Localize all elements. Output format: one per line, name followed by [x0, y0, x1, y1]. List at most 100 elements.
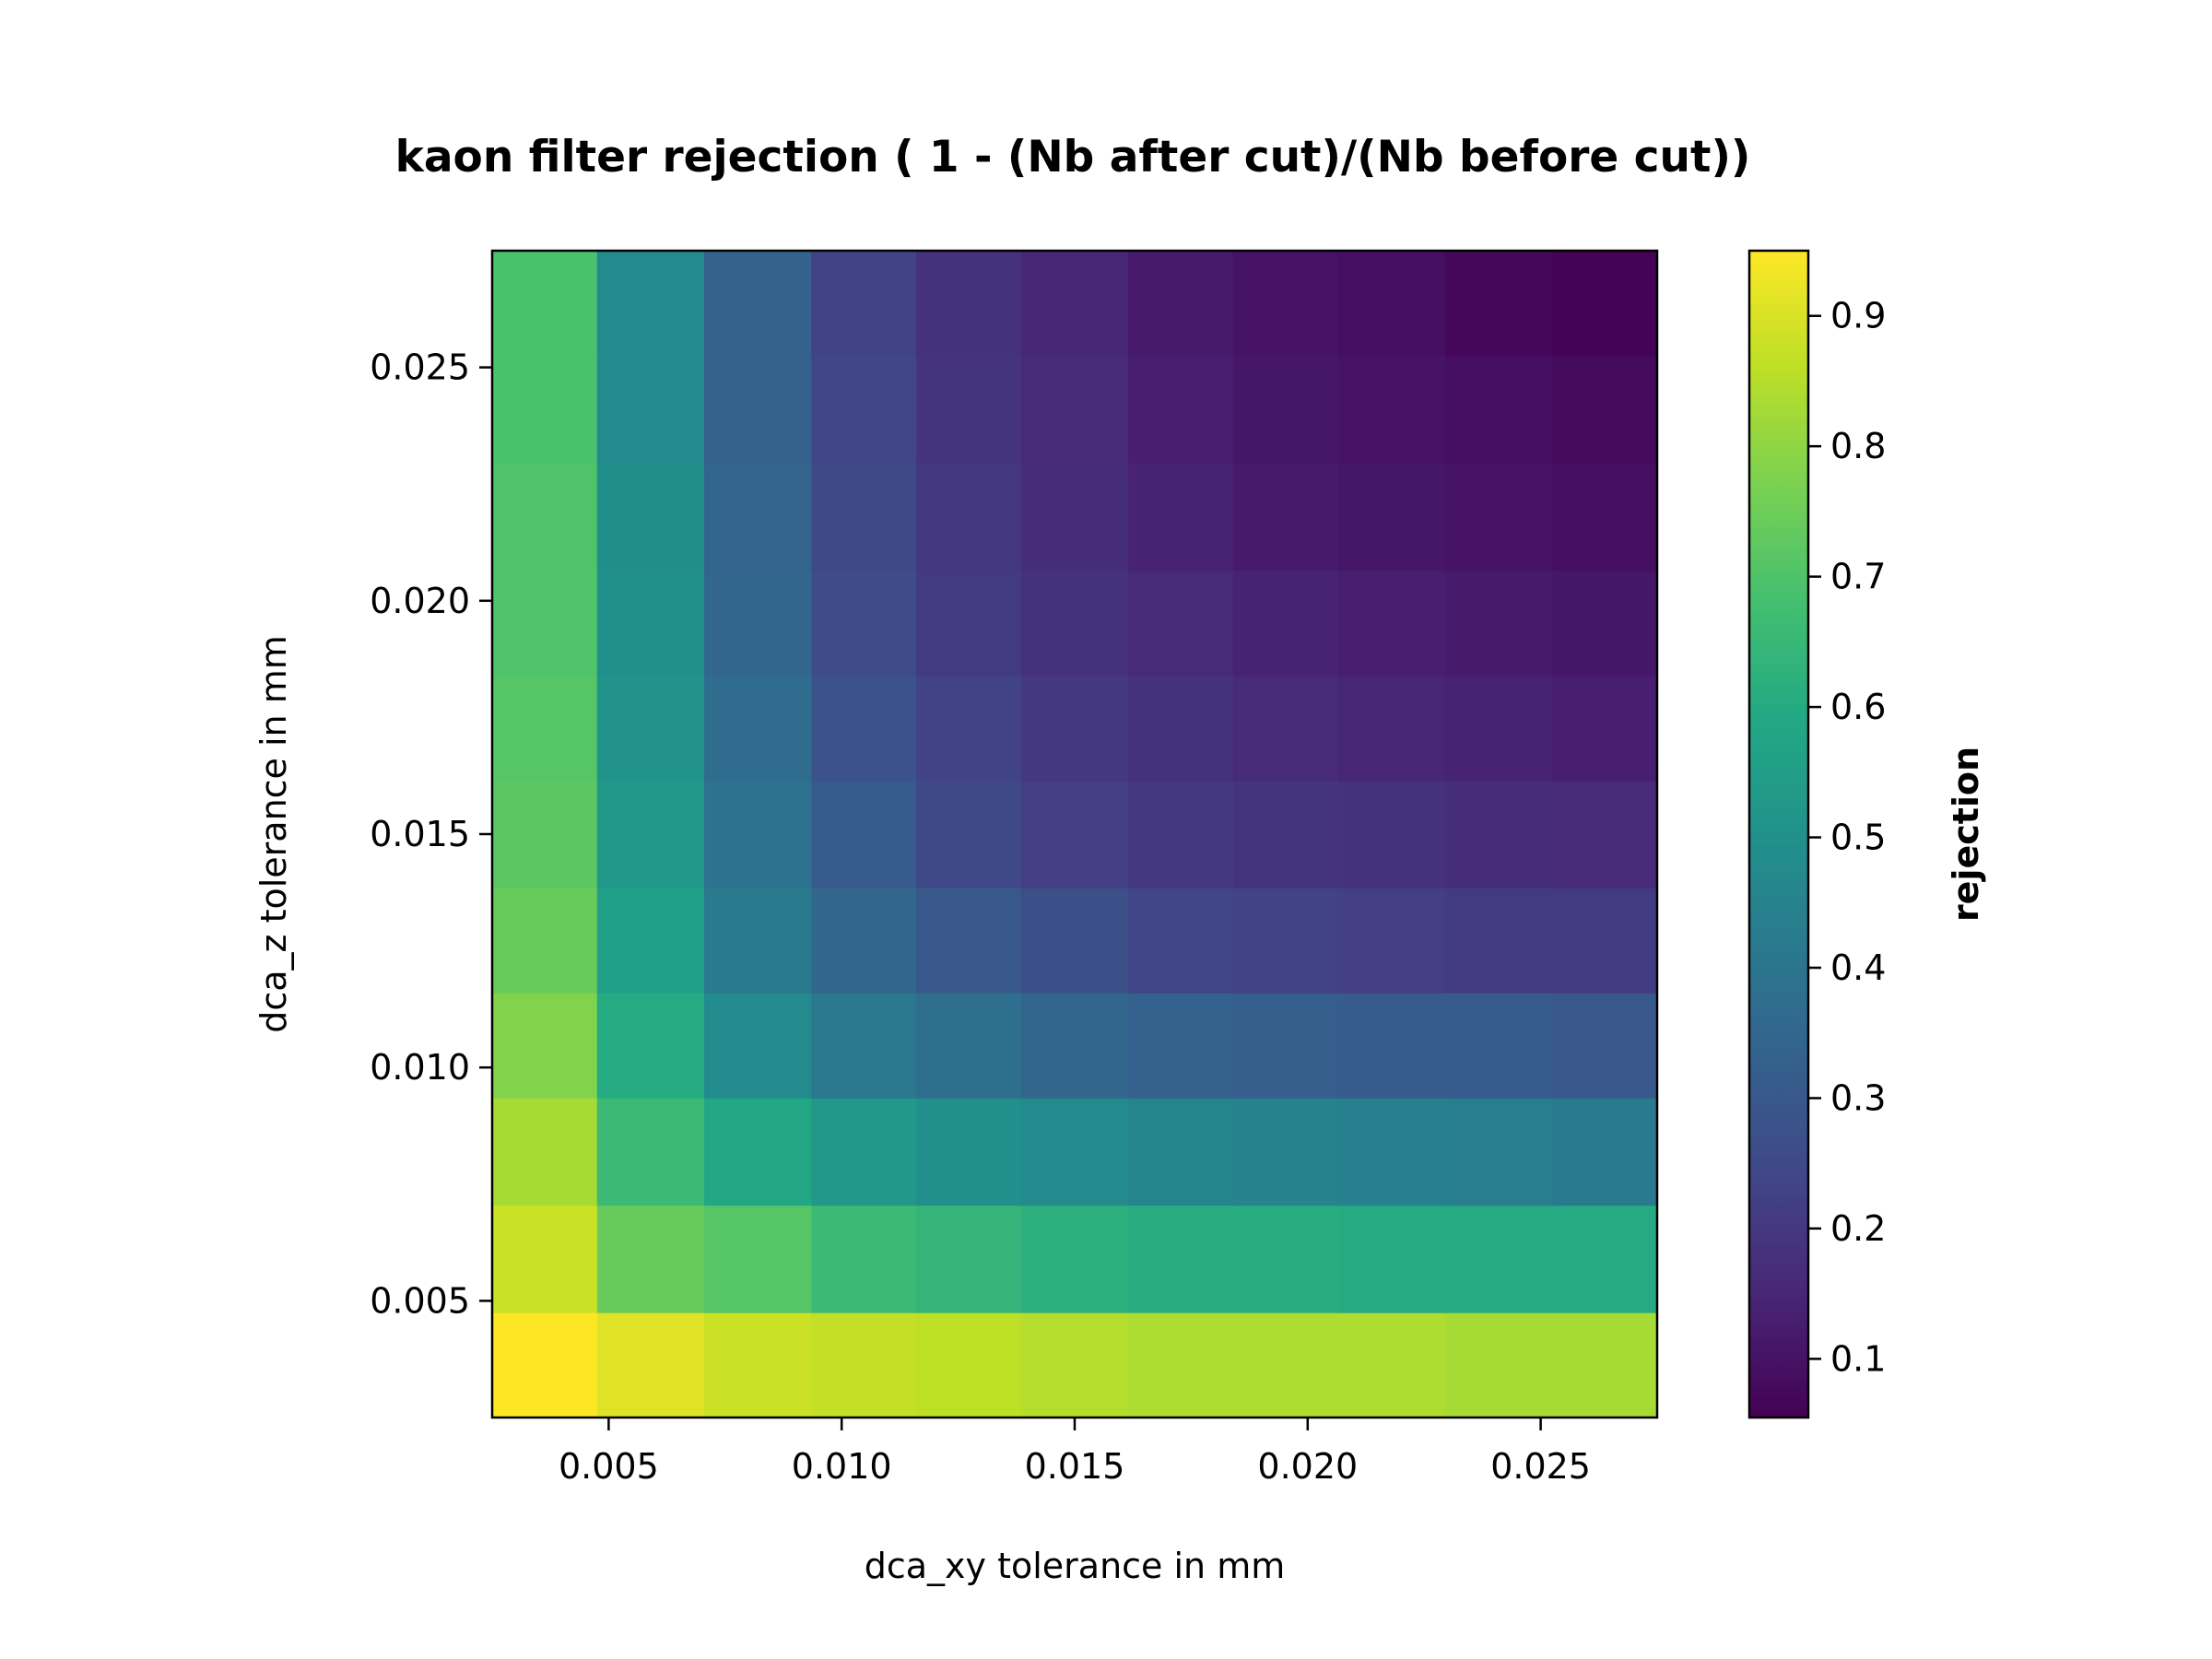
heatmap-cell — [811, 570, 917, 677]
heatmap-cell — [704, 463, 812, 571]
heatmap-cell — [1232, 993, 1339, 1099]
heatmap-cell — [492, 1312, 598, 1418]
heatmap-cell — [596, 570, 705, 677]
heatmap-cell — [1444, 993, 1553, 1099]
heatmap-cell — [916, 1205, 1022, 1313]
heatmap-cell — [1337, 463, 1446, 571]
heatmap-cell — [492, 780, 598, 888]
heatmap-cell — [1232, 780, 1339, 888]
heatmap-cell — [1128, 888, 1234, 994]
colorbar-tick-label: 0.6 — [1830, 687, 1886, 727]
heatmap-cell — [492, 1205, 598, 1313]
x-axis-label: dca_xy tolerance in mm — [865, 1546, 1286, 1586]
heatmap-cell — [1552, 888, 1658, 994]
heatmap-cell — [1337, 675, 1446, 782]
heatmap-cell — [1020, 888, 1129, 994]
heatmap-cell — [1128, 993, 1234, 1099]
heatmap-cell — [811, 993, 917, 1099]
heatmap-cell — [596, 993, 705, 1099]
x-tick-label: 0.020 — [1257, 1446, 1358, 1487]
heatmap-cell — [916, 993, 1022, 1099]
heatmap-cell — [1128, 570, 1234, 677]
heatmap-cell — [916, 675, 1022, 782]
y-tick-label: 0.015 — [370, 814, 470, 854]
heatmap-cell — [1232, 463, 1339, 571]
heatmap-cell — [1337, 1205, 1446, 1313]
heatmap-cell — [1128, 1098, 1234, 1206]
heatmap-cell — [1020, 355, 1129, 465]
colorbar-tick-label: 0.1 — [1830, 1338, 1886, 1379]
heatmap-cell — [1128, 675, 1234, 782]
y-tick-label: 0.005 — [370, 1280, 470, 1321]
colorbar-tick-label: 0.4 — [1830, 947, 1886, 988]
heatmap-cell — [1552, 675, 1658, 782]
heatmap-cell — [1128, 251, 1234, 357]
x-tick-label: 0.010 — [792, 1446, 892, 1487]
heatmap-cell — [1444, 463, 1553, 571]
heatmap-cell — [1337, 355, 1446, 465]
heatmap-cell — [811, 251, 917, 357]
heatmap-cell — [1232, 1312, 1339, 1418]
heatmap-cell — [1232, 675, 1339, 782]
heatmap-cell — [1128, 463, 1234, 571]
heatmap-cell — [1232, 570, 1339, 677]
colorbar — [1747, 249, 1810, 1419]
heatmap-cell — [704, 570, 812, 677]
heatmap-cell — [704, 675, 812, 782]
heatmap-cell — [1552, 355, 1658, 465]
x-axis-ticks: 0.005 0.010 0.015 0.020 0.025 — [559, 1418, 1591, 1487]
x-tick-label: 0.015 — [1025, 1446, 1125, 1487]
heatmap-cell — [811, 1098, 917, 1206]
heatmap-cell — [1444, 780, 1553, 888]
heatmap-cell — [1020, 1312, 1129, 1418]
heatmap-cell — [596, 675, 705, 782]
heatmap-cell — [596, 780, 705, 888]
heatmap-cell — [1444, 1205, 1553, 1313]
heatmap-cell — [1020, 251, 1129, 357]
colorbar-tick-label: 0.7 — [1830, 557, 1886, 597]
heatmap-cell — [1337, 1098, 1446, 1206]
y-tick-label: 0.025 — [370, 347, 470, 388]
heatmap-cell — [704, 251, 812, 357]
heatmap-cell — [1232, 251, 1339, 357]
heatmap-cell — [916, 1098, 1022, 1206]
y-tick-label: 0.020 — [370, 581, 470, 621]
colorbar-label: rejection — [1946, 747, 1986, 922]
heatmap-cell — [1444, 1098, 1553, 1206]
heatmap-cell — [704, 1098, 812, 1206]
heatmap-cell — [1337, 570, 1446, 677]
heatmap-cell — [1552, 251, 1658, 357]
heatmap-cell — [1128, 1205, 1234, 1313]
colorbar-ticks: 0.1 0.2 0.3 0.4 0.5 0.6 0.7 0.8 0.9 — [1808, 296, 1886, 1379]
heatmap-cell — [811, 355, 917, 465]
heatmap-cell — [1128, 355, 1234, 465]
heatmap-cell — [811, 780, 917, 888]
heatmap-cell — [1232, 355, 1339, 465]
heatmap-cell — [492, 1098, 598, 1206]
x-tick-label: 0.005 — [559, 1446, 659, 1487]
heatmap-cell — [1444, 251, 1553, 357]
x-tick-label: 0.025 — [1490, 1446, 1591, 1487]
heatmap-cell — [1444, 675, 1553, 782]
heatmap-cell — [916, 888, 1022, 994]
heatmap-cell — [596, 888, 705, 994]
heatmap-cell — [811, 1312, 917, 1418]
heatmap-cell — [811, 463, 917, 571]
heatmap-cell — [1020, 463, 1129, 571]
heatmap-cell — [1444, 355, 1553, 465]
heatmap-cell — [492, 993, 598, 1099]
heatmap-cell — [811, 888, 917, 994]
heatmap-cell — [704, 993, 812, 1099]
heatmap-cell — [1444, 570, 1553, 677]
heatmap-cell — [596, 251, 705, 357]
y-tick-label: 0.010 — [370, 1047, 470, 1088]
heatmap-cell — [596, 1312, 705, 1418]
y-axis-label: dca_z tolerance in mm — [253, 635, 294, 1033]
heatmap-cell — [1337, 780, 1446, 888]
heatmap-cell — [916, 251, 1022, 357]
heatmap-cell — [1020, 570, 1129, 677]
colorbar-tick-label: 0.8 — [1830, 426, 1886, 466]
heatmap-cell — [1020, 675, 1129, 782]
heatmap-cell — [1232, 1205, 1339, 1313]
